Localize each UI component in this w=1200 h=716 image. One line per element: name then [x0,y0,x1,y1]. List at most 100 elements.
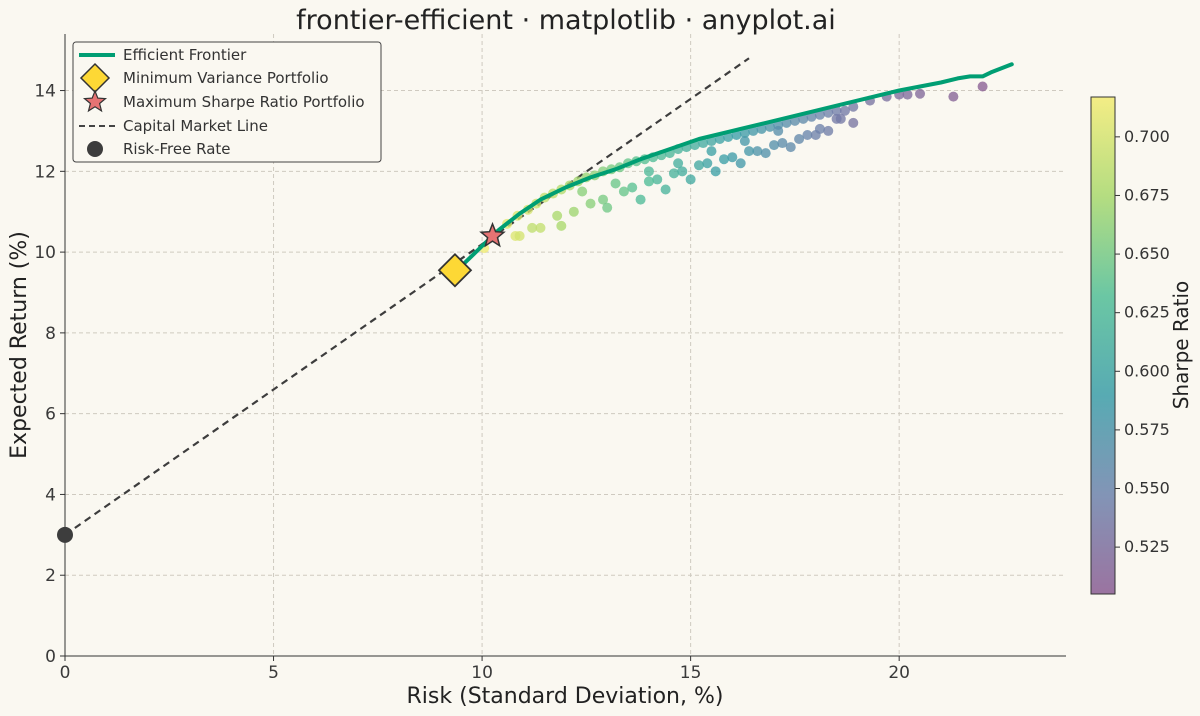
portfolio-point [839,105,850,116]
max-sharpe-marker [479,221,506,248]
portfolio-point [735,158,746,169]
colorbar-tick-label: 0.675 [1124,185,1170,204]
portfolio-point [739,136,750,147]
portfolio-point [673,158,684,169]
portfolio-point [760,148,771,159]
chart-title: frontier-efficient · matplotlib · anyplo… [296,5,836,36]
colorbar-tick-label: 0.600 [1124,361,1170,380]
legend-label: Minimum Variance Portfolio [123,69,329,87]
portfolio-point [685,174,696,185]
x-tick-label: 0 [60,663,71,683]
colorbar-tick-label: 0.650 [1124,244,1170,263]
colorbar-tick-label: 0.700 [1124,127,1170,146]
portfolio-point [769,140,780,151]
portfolio-point [702,158,713,169]
min-variance-marker [437,253,473,288]
portfolio-point [598,194,609,205]
circle-icon [87,141,103,157]
colorbar-tick-label: 0.575 [1124,420,1170,439]
portfolio-point [535,222,546,233]
legend-label: Efficient Frontier [123,46,247,64]
legend-item-max-sharpe: Maximum Sharpe Ratio Portfolio [82,89,365,113]
legend: Efficient Frontier Minimum Variance Port… [72,41,382,163]
y-tick-label: 4 [45,485,56,505]
legend-item-risk-free: Risk-Free Rate [87,140,231,158]
cml-line [64,57,750,536]
colorbar-tick-label: 0.525 [1124,537,1170,556]
portfolio-point [568,206,579,217]
portfolio-point [652,174,663,185]
portfolio-point [848,117,859,128]
portfolio-point [618,186,629,197]
legend-item-cml: Capital Market Line [79,117,268,135]
colorbar-label: Sharpe Ratio [1169,281,1193,410]
portfolio-point [627,182,638,193]
portfolio-point [727,152,738,163]
portfolio-point [643,166,654,177]
frontier-path [463,62,1014,265]
portfolio-point [718,154,729,165]
portfolio-point [552,210,563,221]
portfolio-point [610,178,621,189]
portfolio-markers [57,221,506,543]
portfolio-point [752,146,763,157]
legend-item-efficient-frontier: Efficient Frontier [79,46,247,64]
legend-label: Risk-Free Rate [123,140,231,158]
portfolio-point [585,198,596,209]
portfolio-point [915,88,926,99]
portfolio-point [823,125,834,136]
portfolio-point [902,89,913,100]
portfolio-point [773,125,784,136]
efficient-frontier-line [463,62,1014,265]
portfolio-point [556,220,567,231]
portfolio-point [514,230,525,241]
portfolio-point [602,202,613,213]
legend-label: Maximum Sharpe Ratio Portfolio [123,93,365,111]
portfolio-point [668,168,679,179]
portfolio-point [810,129,821,140]
portfolio-point [527,222,538,233]
risk-free-point [57,526,73,543]
portfolio-point [677,166,688,177]
x-tick-label: 5 [268,663,279,683]
portfolio-point [831,113,842,124]
portfolio-point [785,142,796,153]
portfolio-point [706,146,717,157]
grid-lines [64,34,1066,657]
legend-box [72,41,382,163]
portfolio-point [660,184,671,195]
x-axis-title: Risk (Standard Deviation, %) [407,684,724,709]
x-axis-ticks: 0 5 10 15 20 [60,656,910,683]
portfolio-point [777,138,788,149]
colorbar-tick-label: 0.625 [1124,303,1170,322]
y-tick-label: 6 [45,405,56,425]
y-tick-label: 14 [34,82,56,102]
y-tick-label: 2 [45,566,56,586]
y-axis-title: Expected Return (%) [7,231,32,459]
portfolio-point [744,146,755,157]
x-tick-label: 15 [680,663,702,683]
colorbar: 0.525 0.550 0.575 0.600 0.625 0.650 0.675 0.700… [1090,96,1193,595]
portfolio-point [577,186,588,197]
portfolio-point [977,81,988,92]
portfolio-point [643,176,654,187]
portfolio-point [802,129,813,140]
star-icon [82,89,108,113]
portfolio-point [635,194,646,205]
y-axis-ticks: 0 2 4 6 8 10 12 14 [34,82,65,667]
y-tick-label: 8 [45,324,56,344]
y-tick-label: 12 [34,162,56,182]
portfolio-scatter [479,81,988,254]
portfolio-point [693,160,704,171]
colorbar-gradient-bar [1090,96,1116,595]
legend-label: Capital Market Line [123,117,268,135]
colorbar-tick-label: 0.550 [1124,479,1170,498]
capital-market-line [64,57,750,536]
y-tick-label: 10 [34,243,56,263]
y-tick-label: 0 [45,647,56,667]
x-tick-label: 10 [471,663,493,683]
portfolio-point [794,134,805,145]
x-tick-label: 20 [888,663,910,683]
portfolio-point [710,166,721,177]
